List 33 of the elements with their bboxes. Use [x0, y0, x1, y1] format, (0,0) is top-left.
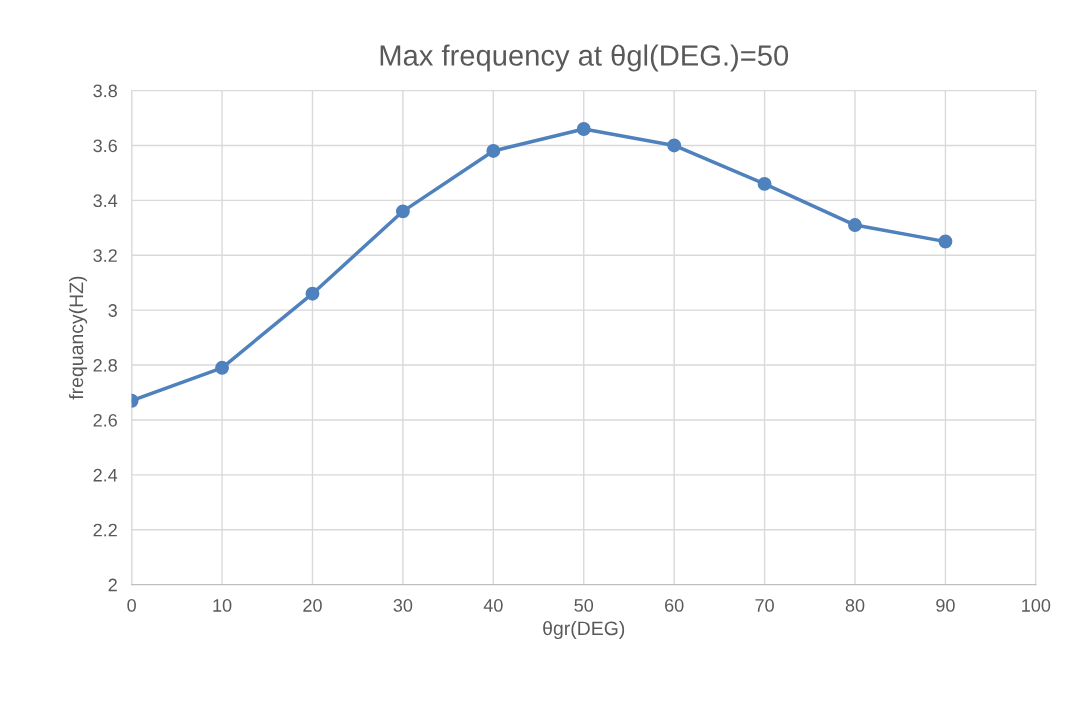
y-tick-label: 3.2 — [93, 249, 117, 262]
x-tick-label: 70 — [755, 599, 774, 612]
x-tick-label: 50 — [574, 599, 594, 612]
y-tick-label: 2.6 — [93, 413, 117, 427]
point — [757, 176, 772, 191]
x-tick-label: 60 — [665, 599, 684, 612]
point — [848, 218, 862, 233]
point — [576, 122, 591, 136]
x-tick-label: 90 — [936, 599, 955, 612]
point — [486, 143, 501, 158]
y-tick-label: 2.4 — [93, 468, 118, 482]
chart-title: Max frequency at θgl(DEG.)=50 — [380, 44, 789, 72]
x-axis-title: θgr(DEG) — [543, 620, 625, 640]
y-tick-label: 3.6 — [93, 139, 117, 153]
y-tick-label: 3.8 — [93, 84, 117, 98]
y-tick-label: 3 — [108, 304, 117, 317]
y-tick-label: 2 — [108, 578, 117, 592]
y-axis-title: frequancy(HZ) — [68, 276, 88, 400]
point — [305, 286, 320, 301]
point — [395, 204, 410, 219]
x-tick-label: 0 — [127, 599, 136, 612]
y-tick-label: 2.8 — [93, 358, 117, 372]
x-tick-label: 30 — [393, 599, 413, 612]
x-tick-label: 80 — [845, 599, 865, 612]
x-tick-label: 40 — [483, 599, 503, 612]
y-tick-label: 2.2 — [93, 523, 117, 537]
point — [215, 360, 230, 375]
x-tick-label: 100 — [1022, 599, 1051, 612]
point — [938, 234, 953, 249]
x-tick-label: 20 — [303, 599, 322, 612]
x-tick-label: 10 — [213, 599, 232, 612]
y-tick-label: 3.4 — [93, 194, 118, 208]
point — [667, 138, 682, 153]
